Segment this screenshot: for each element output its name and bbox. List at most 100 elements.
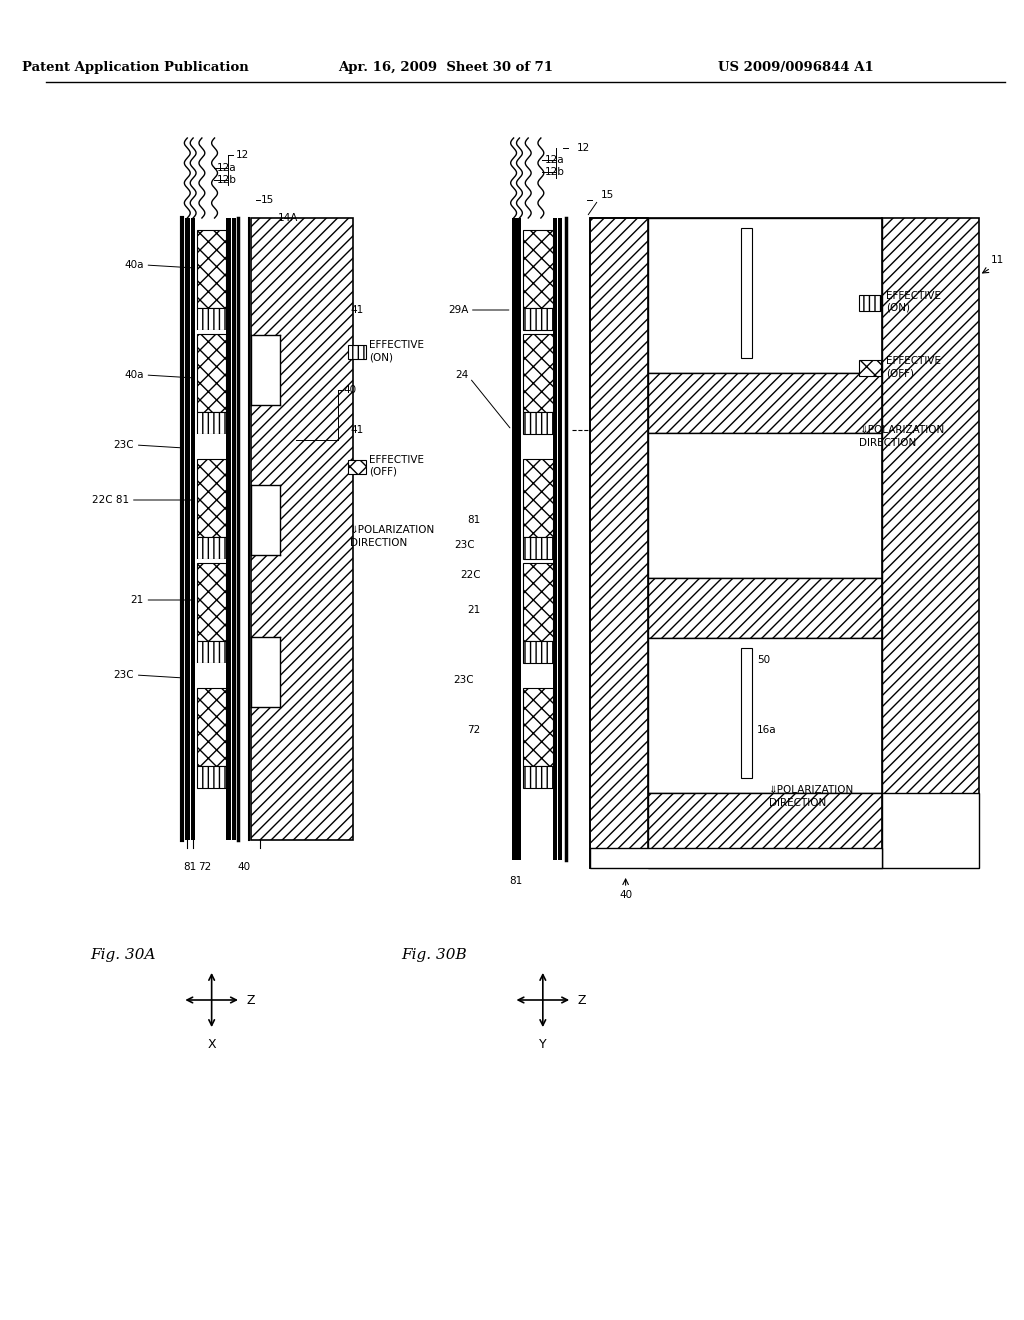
Text: 22C 81: 22C 81 — [92, 495, 129, 506]
Bar — [197, 663, 226, 688]
Bar — [197, 688, 226, 766]
Bar — [517, 218, 521, 861]
Bar — [553, 218, 557, 861]
Text: 23C: 23C — [453, 675, 474, 685]
Bar — [740, 648, 753, 777]
Text: 12: 12 — [577, 143, 590, 153]
Bar — [558, 218, 562, 861]
Bar — [197, 564, 226, 642]
Text: 40: 40 — [343, 385, 356, 395]
Text: Fig. 30A: Fig. 30A — [90, 948, 156, 962]
Text: US 2009/0096844 A1: US 2009/0096844 A1 — [718, 62, 873, 74]
Text: 40a: 40a — [124, 260, 143, 271]
Text: 40: 40 — [238, 862, 250, 873]
Text: X: X — [207, 1038, 216, 1051]
Text: 14A: 14A — [278, 213, 298, 223]
Text: Z: Z — [578, 994, 587, 1006]
Text: 24: 24 — [456, 370, 469, 380]
Text: 12a: 12a — [216, 162, 237, 173]
Text: 12: 12 — [236, 150, 249, 160]
Bar — [859, 294, 881, 312]
Text: Z: Z — [247, 994, 255, 1006]
Text: 16a: 16a — [757, 725, 777, 735]
Bar — [191, 218, 196, 840]
Bar — [648, 578, 882, 638]
Bar — [197, 558, 226, 564]
Bar — [523, 230, 553, 308]
Bar — [740, 228, 753, 358]
Text: DIRECTION: DIRECTION — [350, 539, 408, 548]
Bar — [590, 847, 882, 869]
Text: Apr. 16, 2009  Sheet 30 of 71: Apr. 16, 2009 Sheet 30 of 71 — [338, 62, 553, 74]
Text: 12b: 12b — [545, 168, 564, 177]
Bar — [197, 330, 226, 334]
Bar — [523, 412, 553, 434]
Text: 81: 81 — [467, 515, 480, 525]
Text: 81: 81 — [509, 876, 522, 886]
Text: EFFECTIVE: EFFECTIVE — [886, 356, 941, 366]
Text: 41: 41 — [350, 425, 364, 436]
Bar — [512, 218, 516, 861]
Text: 50: 50 — [757, 655, 770, 665]
Bar — [251, 484, 280, 554]
Text: ⇓POLARIZATION: ⇓POLARIZATION — [859, 425, 944, 436]
Bar — [590, 218, 882, 869]
Bar — [232, 218, 236, 840]
Bar — [523, 459, 553, 537]
Text: 12a: 12a — [545, 154, 564, 165]
Bar — [348, 345, 366, 359]
Bar — [197, 766, 226, 788]
Text: 72: 72 — [199, 862, 211, 873]
Text: ⇓POLARIZATION: ⇓POLARIZATION — [350, 525, 435, 535]
Bar — [523, 334, 553, 412]
Text: 40: 40 — [620, 890, 632, 900]
Text: (OFF): (OFF) — [886, 368, 913, 378]
Text: (ON): (ON) — [886, 304, 909, 313]
Text: (OFF): (OFF) — [370, 467, 397, 477]
Text: 21: 21 — [130, 595, 143, 605]
Bar — [523, 688, 553, 766]
Text: 72: 72 — [467, 725, 480, 735]
Bar — [882, 793, 979, 869]
Bar — [197, 434, 226, 459]
Text: ⇓POLARIZATION: ⇓POLARIZATION — [769, 785, 854, 795]
Bar — [197, 642, 226, 663]
Bar — [226, 218, 231, 840]
Text: Fig. 30B: Fig. 30B — [401, 948, 467, 962]
Text: 22C: 22C — [460, 570, 480, 579]
Text: Y: Y — [539, 1038, 547, 1051]
Bar — [648, 218, 882, 374]
Text: DIRECTION: DIRECTION — [859, 438, 916, 447]
Bar — [523, 308, 553, 330]
Bar — [648, 374, 882, 433]
Bar — [197, 334, 226, 412]
Bar — [523, 642, 553, 663]
Text: 29A: 29A — [449, 305, 469, 315]
Text: EFFECTIVE: EFFECTIVE — [886, 290, 941, 301]
Text: Patent Application Publication: Patent Application Publication — [23, 62, 249, 74]
Text: 40a: 40a — [124, 370, 143, 380]
Bar — [648, 793, 882, 869]
Text: EFFECTIVE: EFFECTIVE — [370, 341, 424, 350]
Text: 23C: 23C — [113, 671, 134, 680]
Bar — [251, 638, 280, 708]
Bar — [251, 335, 280, 405]
Bar — [648, 638, 882, 793]
Bar — [590, 218, 648, 869]
Text: EFFECTIVE: EFFECTIVE — [370, 455, 424, 465]
Text: 12b: 12b — [216, 176, 237, 185]
Bar — [185, 218, 190, 840]
Text: 11: 11 — [991, 255, 1005, 265]
Bar — [648, 433, 882, 578]
Text: 81: 81 — [183, 862, 197, 873]
Bar — [523, 537, 553, 558]
Bar — [882, 218, 979, 869]
Bar — [251, 218, 353, 840]
Bar — [197, 308, 226, 330]
Bar — [197, 537, 226, 558]
Bar — [523, 766, 553, 788]
Bar — [197, 412, 226, 434]
Text: 21: 21 — [467, 605, 480, 615]
Text: DIRECTION: DIRECTION — [769, 799, 826, 808]
Bar — [523, 564, 553, 642]
